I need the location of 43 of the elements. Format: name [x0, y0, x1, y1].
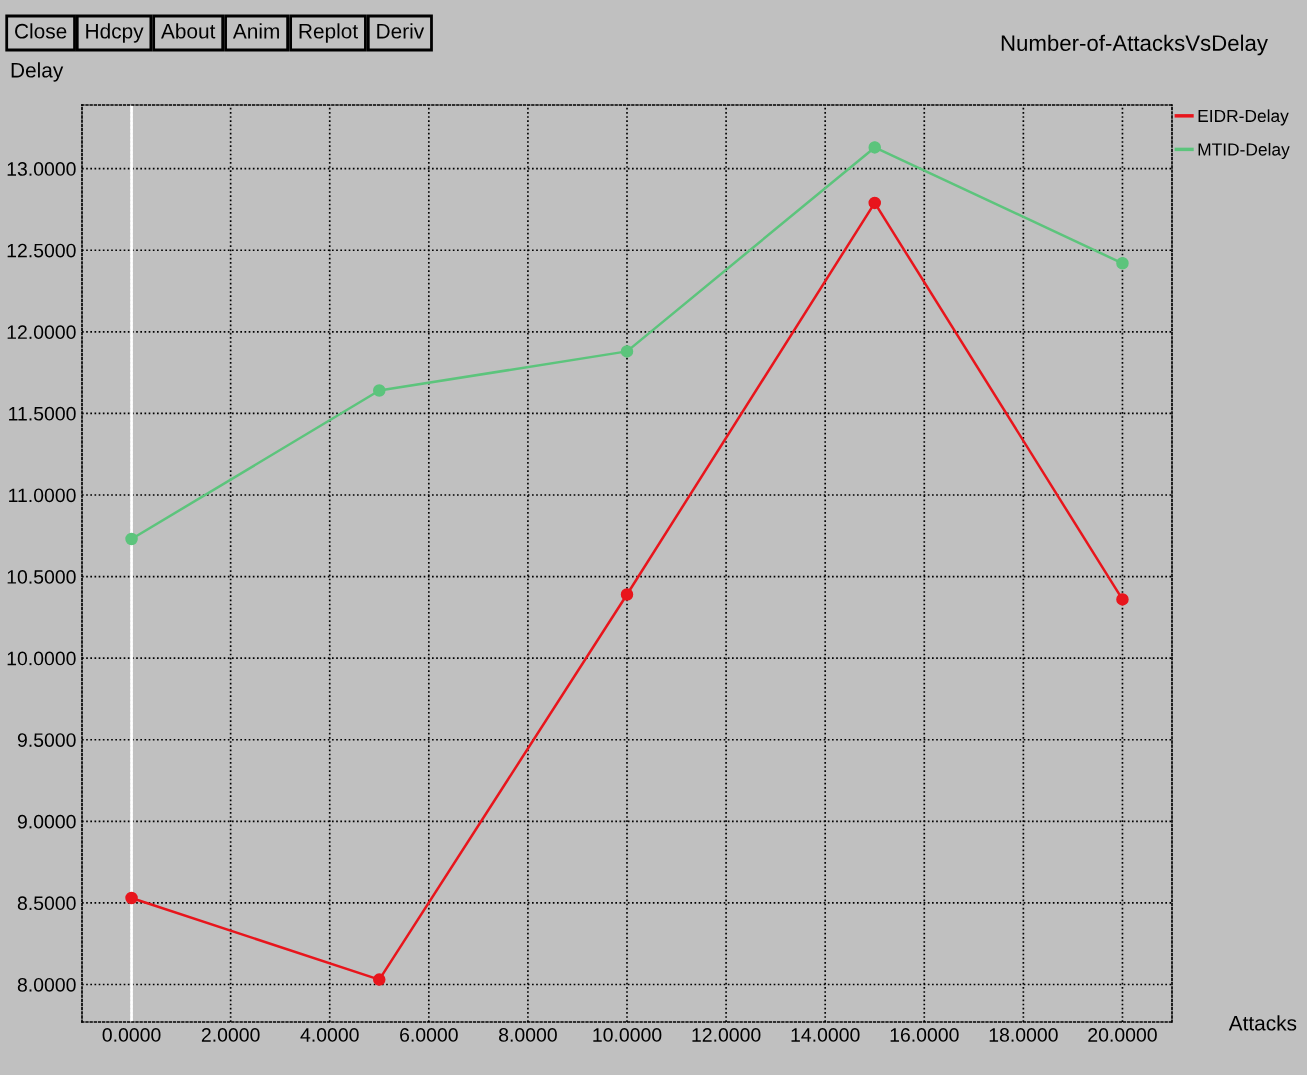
x-tick-label: 16.0000: [890, 1028, 959, 1042]
point: [868, 141, 881, 154]
x-tick-label: 4.0000: [300, 1028, 359, 1042]
y-tick-label: 8.5000: [17, 896, 76, 911]
y-tick-label: 8.0000: [17, 977, 76, 992]
text: Close: [15, 23, 67, 39]
point: [373, 384, 386, 397]
y-tick-label: 9.0000: [17, 814, 76, 829]
y-tick-label: 10.5000: [7, 570, 76, 584]
text: Hdcpy: [86, 23, 144, 43]
legend-label: MTID-Delay: [1198, 142, 1290, 160]
point: [620, 588, 634, 601]
point: [125, 891, 138, 905]
x-tick-label: 14.0000: [791, 1028, 860, 1042]
text: Deriv: [377, 23, 425, 39]
point: [1116, 593, 1129, 606]
x-tick-label: 8.0000: [499, 1028, 557, 1042]
chart-title: Number-of-AttacksVsDelay: [1001, 34, 1268, 56]
point: [1116, 257, 1129, 270]
x-tick-label: 18.0000: [989, 1028, 1058, 1042]
point: [868, 196, 881, 210]
y-tick-label: 12.0000: [7, 325, 76, 340]
x-tick-label: 6.0000: [400, 1028, 458, 1042]
point: [373, 973, 386, 986]
x-axis-title: Attacks: [1228, 1015, 1297, 1031]
text: Anim: [232, 23, 279, 39]
y-tick-label: 11.0000: [9, 488, 76, 503]
x-tick-label: 2.0000: [201, 1028, 260, 1042]
x-tick-label: 10.0000: [593, 1028, 662, 1042]
x-tick-label: 12.0000: [692, 1028, 761, 1042]
point: [620, 345, 634, 358]
x-tick-label: 0.0000: [102, 1028, 161, 1042]
x-tick-label: 20.0000: [1088, 1028, 1157, 1042]
text: About: [161, 23, 216, 39]
y-tick-label: 12.5000: [7, 243, 76, 258]
y-tick-label: 13.0000: [7, 162, 76, 176]
y-tick-label: 9.5000: [17, 733, 76, 747]
y-axis-title: Delay: [11, 62, 64, 82]
text: Replot: [299, 23, 358, 43]
legend-label: EIDR-Delay: [1198, 109, 1289, 126]
point: [125, 532, 138, 546]
y-tick-label: 10.0000: [7, 651, 76, 666]
y-tick-label: 11.5000: [9, 406, 76, 421]
